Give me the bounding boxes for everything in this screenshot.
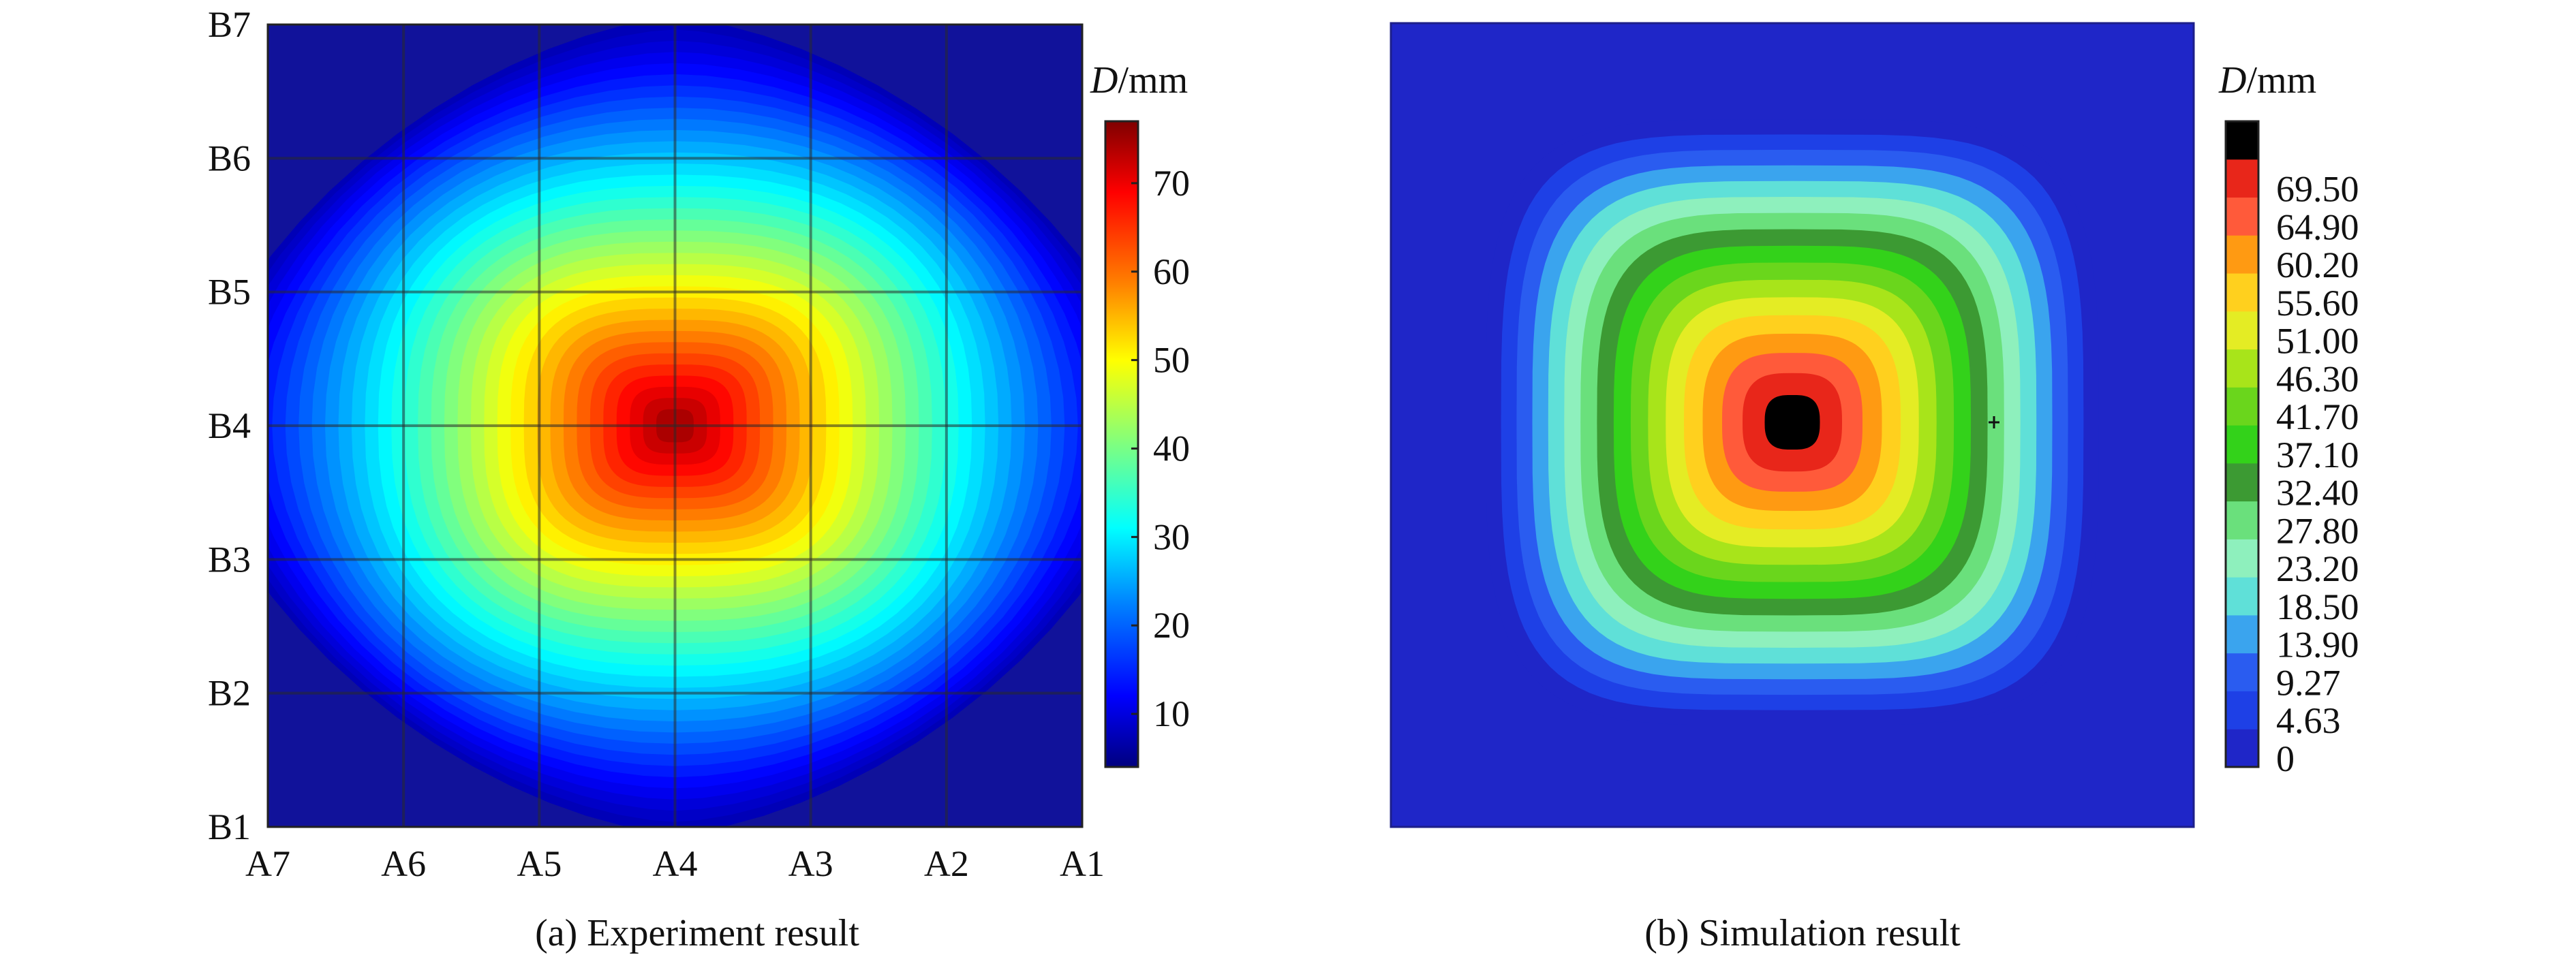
colorbar-b-label: D/mm: [2218, 59, 2316, 101]
colorbar-b-cell: [2226, 577, 2258, 616]
x-tick-label: A6: [381, 843, 426, 884]
colorbar-a-tick-label: 10: [1153, 693, 1190, 734]
colorbar-b-cell: [2226, 311, 2258, 350]
colorbar-a-tick-label: 70: [1153, 163, 1190, 204]
plot-b-area: [1391, 23, 2194, 827]
panel-b: D/mm 04.639.2713.9018.5023.2027.8032.403…: [1390, 22, 2359, 954]
x-tick-label: A4: [653, 843, 698, 884]
colorbar-a-label-var: D: [1090, 59, 1118, 101]
x-tick-label: A1: [1060, 843, 1105, 884]
y-tick-label: B2: [208, 673, 251, 714]
colorbar-b-cell: [2226, 159, 2258, 198]
colorbar-b-tick-label: 60.20: [2276, 245, 2359, 285]
colorbar-a-tick-label: 60: [1153, 251, 1190, 292]
y-tick-label: B6: [208, 138, 251, 178]
centroid-marker: [1989, 416, 1999, 428]
colorbar-b-cell: [2226, 425, 2258, 464]
colorbar-a-ramp: [1104, 120, 1139, 768]
panel-a: A7 A6 A5 A4 A3 A2 A1 B7 B6 B5 B4 B3 B2 B1 D/mm 10 20 3…: [208, 4, 1190, 954]
x-tick-label: A5: [517, 843, 562, 884]
colorbar-b-cell: [2226, 539, 2258, 578]
colorbar-b-cell: [2226, 462, 2258, 502]
colorbar-b-cell: [2226, 197, 2258, 236]
colorbar-b-tick-label: 32.40: [2276, 473, 2359, 514]
colorbar-a-label-unit: /mm: [1118, 59, 1188, 101]
colorbar-b-cell: [2226, 614, 2258, 654]
plot-a-frame: [266, 23, 1084, 828]
colorbar-b-ticks: 04.639.2713.9018.5023.2027.8032.4037.104…: [2276, 169, 2359, 779]
plot-a-y-ticks: B7 B6 B5 B4 B3 B2 B1: [208, 4, 251, 847]
colorbar-b-tick-label: 23.20: [2276, 548, 2359, 589]
colorbar-b-tick-label: 37.10: [2276, 435, 2359, 475]
colorbar-b-cell: [2226, 273, 2258, 312]
y-tick-label: B3: [208, 539, 251, 580]
y-tick-label: B5: [208, 272, 251, 313]
colorbar-b-cell: [2226, 121, 2258, 160]
colorbar-b-tick-label: 69.50: [2276, 169, 2359, 210]
colorbar-b-tick-label: 27.80: [2276, 510, 2359, 551]
colorbar-b-cell: [2226, 235, 2258, 274]
colorbar-b-tick-label: 41.70: [2276, 396, 2359, 437]
colorbar-a-tick-label: 20: [1153, 605, 1190, 646]
y-tick-label: B7: [208, 4, 251, 45]
x-tick-label: A3: [788, 843, 833, 884]
colorbar-b-tick-label: 55.60: [2276, 283, 2359, 324]
colorbar-b-label-var: D: [2218, 59, 2246, 101]
plot-b-frame: [1390, 22, 2195, 828]
colorbar-a-label: D/mm: [1090, 59, 1188, 101]
caption-b: (b) Simulation result: [1644, 912, 1961, 954]
colorbar-a-tick-label: 40: [1153, 428, 1190, 469]
colorbar-b-tick-label: 0: [2276, 738, 2295, 779]
colorbar-b-cell: [2226, 691, 2258, 729]
plot-b-contours: [1486, 119, 2099, 725]
colorbar-b-frame: [2224, 120, 2260, 768]
colorbar-b-tick-label: 4.63: [2276, 700, 2341, 741]
plot-a-x-ticks: A7 A6 A5 A4 A3 A2 A1: [245, 843, 1105, 884]
colorbar-b-cell: [2226, 387, 2258, 426]
y-tick-label: B1: [208, 806, 251, 847]
contour-level: [1764, 395, 1820, 450]
colorbar-b: D/mm 04.639.2713.9018.5023.2027.8032.403…: [2218, 59, 2359, 779]
plot-a-area: [268, 25, 1082, 827]
colorbar-a: D/mm 10 20 30 40 50 60 70: [1090, 59, 1190, 768]
colorbar-b-tick-label: 13.90: [2276, 625, 2359, 665]
colorbar-a-tick-label: 30: [1153, 516, 1190, 557]
colorbar-b-label-unit: /mm: [2246, 59, 2316, 101]
colorbar-b-cell: [2226, 729, 2258, 768]
colorbar-b-tick-label: 64.90: [2276, 206, 2359, 247]
x-tick-label: A7: [245, 843, 290, 884]
x-tick-label: A2: [924, 843, 969, 884]
plot-a-bands: [268, 25, 1082, 827]
colorbar-b-tick-label: 51.00: [2276, 321, 2359, 362]
colorbar-b-tick-label: 9.27: [2276, 662, 2341, 703]
y-tick-label: B4: [208, 405, 251, 446]
colorbar-b-cells: [2226, 121, 2258, 768]
colorbar-a-tick-label: 50: [1153, 340, 1190, 381]
colorbar-b-cell: [2226, 501, 2258, 539]
colorbar-b-cell: [2226, 349, 2258, 388]
colorbar-a-ticks: 10 20 30 40 50 60 70: [1131, 163, 1190, 734]
colorbar-b-cell: [2226, 653, 2258, 691]
caption-a: (a) Experiment result: [535, 912, 859, 954]
colorbar-b-tick-label: 46.30: [2276, 358, 2359, 399]
plot-a-grid: [268, 25, 1082, 827]
colorbar-b-tick-label: 18.50: [2276, 586, 2359, 627]
